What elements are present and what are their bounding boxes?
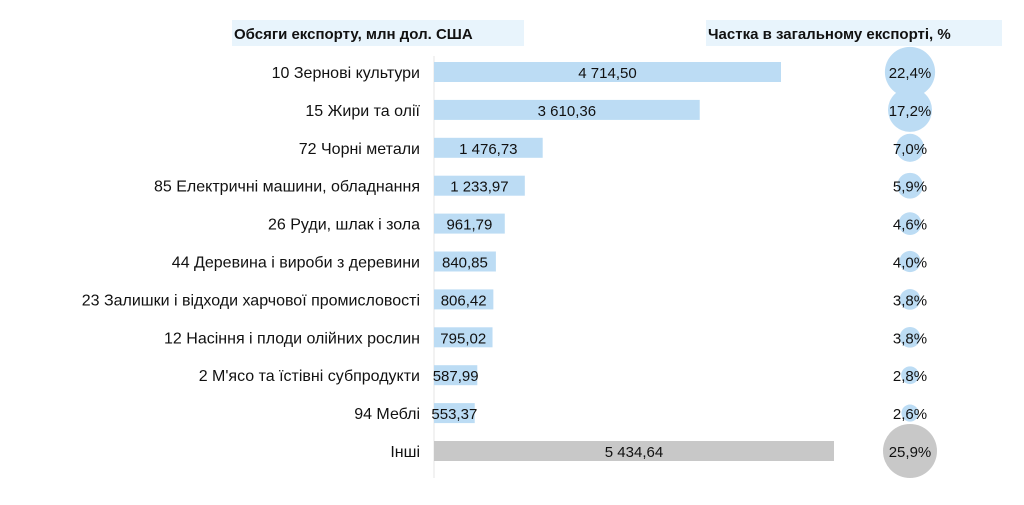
bar: [434, 137, 543, 158]
share-label: 4,0%: [893, 255, 927, 272]
bar-value-label: 961,79: [446, 217, 492, 234]
share-bubble: [887, 87, 933, 132]
bar: [434, 62, 781, 82]
bar: [434, 251, 496, 272]
bar: [434, 213, 505, 234]
share-bubble: [897, 172, 923, 199]
category-label: 23 Залишки і відходи харчової промислово…: [82, 292, 420, 309]
share-bubble: [901, 366, 919, 385]
left-header-bg: [232, 20, 524, 46]
chart-rows: 10 Зернові культури 4 714,50 22,4% 15 Жири …: [82, 46, 937, 478]
bar-value-label: 5 434,64: [605, 444, 663, 461]
bar: [434, 99, 700, 120]
category-label: 2 М'ясо та їстівні субпродукти: [199, 368, 420, 385]
category-label: 85 Електричні машини, обладнання: [154, 179, 420, 196]
left-header: Обсяги експорту, млн дол. США: [234, 26, 473, 43]
share-label: 22,4%: [889, 65, 932, 82]
right-header-bg: [706, 20, 1002, 46]
share-label: 2,8%: [893, 368, 927, 385]
category-label: 15 Жири та олії: [305, 103, 420, 120]
bar: [434, 403, 475, 424]
share-label: 3,8%: [893, 292, 927, 309]
bar: [434, 441, 834, 461]
share-label: 5,9%: [893, 179, 927, 196]
category-label: 44 Деревина і вироби з деревини: [172, 255, 420, 272]
share-label: 2,6%: [893, 406, 927, 423]
share-label: 7,0%: [893, 141, 927, 158]
share-bubble: [901, 404, 919, 422]
share-bubble: [898, 212, 922, 235]
share-bubble: [899, 289, 921, 310]
category-label: 10 Зернові культури: [272, 65, 420, 82]
bar-value-label: 3 610,36: [538, 103, 596, 120]
share-label: 4,6%: [893, 217, 927, 234]
bar: [434, 175, 525, 196]
share-label: 25,9%: [889, 444, 932, 461]
bar-value-label: 4 714,50: [578, 65, 636, 82]
share-bubble: [899, 250, 921, 273]
bar-value-label: 587,99: [433, 368, 479, 385]
share-bubble: [899, 326, 921, 348]
bar-value-label: 795,02: [440, 330, 486, 347]
category-label: 26 Руди, шлак і зола: [268, 217, 420, 234]
bar-value-label: 1 233,97: [450, 179, 508, 196]
bar-value-label: 1 476,73: [459, 141, 517, 158]
share-label: 3,8%: [893, 330, 927, 347]
bar: [434, 289, 494, 310]
share-label: 17,2%: [889, 103, 932, 120]
bar-value-label: 553,37: [431, 406, 477, 423]
share-bubble: [895, 133, 925, 162]
bar: [434, 365, 478, 386]
category-label: 72 Чорні метали: [299, 141, 420, 158]
category-label: 94 Меблі: [354, 406, 420, 423]
category-label: Інші: [390, 444, 420, 461]
bar: [434, 327, 493, 348]
bar-value-label: 806,42: [441, 292, 487, 309]
bar-value-label: 840,85: [442, 255, 488, 272]
share-bubble: [884, 46, 936, 98]
share-bubble: [883, 424, 937, 478]
category-label: 12 Насіння і плоди олійних рослин: [164, 330, 420, 347]
right-header: Частка в загальному експорті, %: [708, 26, 951, 43]
